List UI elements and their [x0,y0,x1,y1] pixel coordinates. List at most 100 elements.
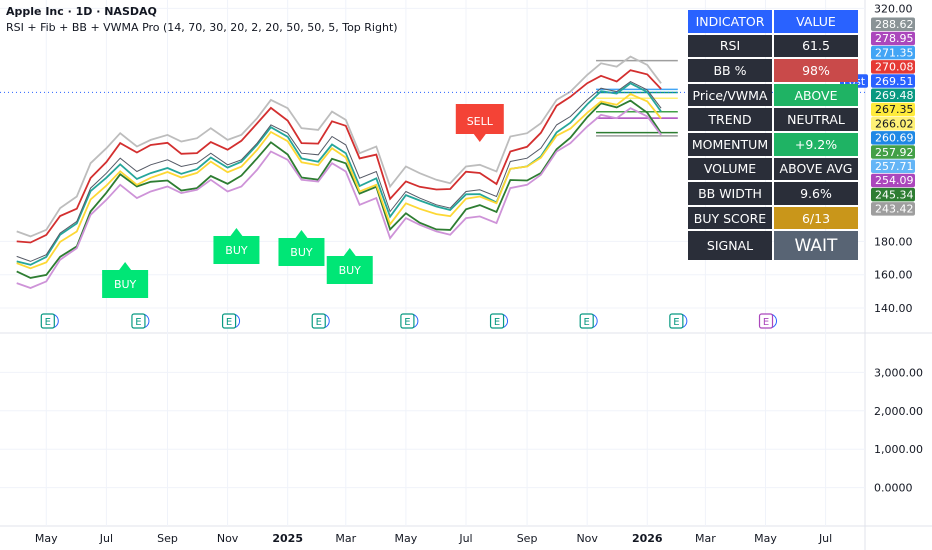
indicator-title[interactable]: RSI + Fib + BB + VWMA Pro (14, 70, 30, 2… [6,21,398,34]
table-row-label: MOMENTUM [688,132,772,156]
buy-signal-text: BUY [290,246,313,259]
price-axis-label: 160.00 [874,269,913,282]
table-row-label: Price/VWMA [688,83,772,107]
time-axis-label: Mar [695,532,716,545]
volume-axis-label: 0.0000 [874,482,913,495]
earnings-icon [400,313,415,329]
price-label-badge [871,202,915,216]
price-label-text: 267.35 [875,103,914,116]
fib-lower-line [16,107,662,289]
buy-signal-text: BUY [339,264,362,277]
price-label-badge [871,88,915,102]
table-row-label: TREND [688,108,772,131]
earnings-label: E [494,317,500,328]
table-row-value: WAIT [774,231,858,261]
buy-signal-label [278,230,325,266]
time-axis-label: May [754,532,777,545]
bb-upper-line [16,69,662,244]
buy-signal-label [213,228,260,264]
bb-lower-line [16,99,662,279]
price-label-badge [871,45,915,60]
price-label-badge [871,131,915,145]
price-label-text: 243.42 [875,203,914,216]
price-label-badge [871,31,915,46]
price-label-badge [871,159,915,173]
price-label-text: 269.48 [875,89,914,102]
table-row: MOMENTUM +9.2% [688,132,858,156]
time-axis-label: Nov [576,532,598,545]
table-row: VOLUME ABOVE AVG [688,157,858,181]
earnings-label: E [763,317,769,328]
earnings-label: E [45,317,51,328]
table-row-value: +9.2% [774,132,858,156]
earnings-icon [311,313,326,329]
table-row-label: BUY SCORE [688,206,772,230]
table-row: BUY SCORE 6/13 [688,206,858,230]
time-axis-label: Jul [818,532,832,545]
table-row-value: 6/13 [774,206,858,230]
price-label-text: 288.62 [875,18,914,31]
fib-upper-line [16,55,662,238]
earnings-icon [579,313,594,329]
price-label-badge [871,187,915,202]
vwma-line [16,82,662,266]
time-axis-label: Sep [157,532,178,545]
header-value: VALUE [774,10,858,33]
table-row-label: BB WIDTH [688,182,772,205]
indicator-table: INDICATOR VALUE RSI 61.5 BB % 98% Price/VWMA… [686,8,860,262]
symbol-title[interactable]: Apple Inc · 1D · NASDAQ [6,5,157,18]
price-axis-label: 320.00 [874,2,913,15]
earnings-icon [489,313,505,329]
table-row-value: NEUTRAL [774,108,858,131]
price-label-badge [871,60,915,74]
table-row: TREND NEUTRAL [688,108,858,131]
earnings-icon [221,313,237,329]
time-axis-label: May [35,532,58,545]
price-label-text: 269.51 [875,75,914,88]
price-label-badge [871,173,915,188]
table-row-label: VOLUME [688,157,772,181]
table-row-value: 61.5 [774,34,858,58]
price-label-badge [871,116,915,131]
earnings-icon [669,313,684,329]
price-label-badge [871,102,915,117]
earnings-icon [758,313,774,329]
time-axis-label: May [395,532,418,545]
earnings-icon [40,313,55,329]
price-label-text: 271.35 [875,46,914,59]
price-label-text: 245.34 [875,188,914,201]
table-row-label: RSI [688,34,772,58]
time-axis-label: Jul [458,532,472,545]
price-label-badge [871,145,915,159]
earnings-label: E [316,317,322,328]
price-label-text: 260.69 [875,132,914,145]
sma-line [16,93,662,270]
time-axis-label: Mar [335,532,356,545]
volume-axis-label: 2,000.00 [874,405,923,418]
header-indicator: INDICATOR [688,10,772,33]
price-label-badge [871,17,915,31]
table-row-value: ABOVE [774,83,858,107]
price-axis-label: 180.00 [874,235,913,248]
table-row-value: 98% [774,59,858,82]
table-row-label: SIGNAL [688,231,772,261]
earnings-label: E [673,317,679,328]
buy-signal-label [102,262,149,298]
table-row-label: BB % [688,59,772,82]
table-row: SIGNAL WAIT [688,231,858,261]
sell-signal-label [455,104,504,142]
time-axis-label: 2025 [272,532,303,545]
sell-signal-text: SELL [467,115,494,128]
price-label-text: 257.92 [875,146,914,159]
table-row: Price/VWMA ABOVE [688,83,858,107]
table-row: RSI 61.5 [688,34,858,58]
buy-signal-text: BUY [114,278,137,291]
price-label-badge [871,74,915,88]
price-label-text: 278.95 [875,32,914,45]
earnings-label: E [226,317,232,328]
table-row-value: ABOVE AVG [774,157,858,181]
table-row: BB % 98% [688,59,858,82]
earnings-label: E [584,317,590,328]
time-axis-label: Sep [517,532,538,545]
